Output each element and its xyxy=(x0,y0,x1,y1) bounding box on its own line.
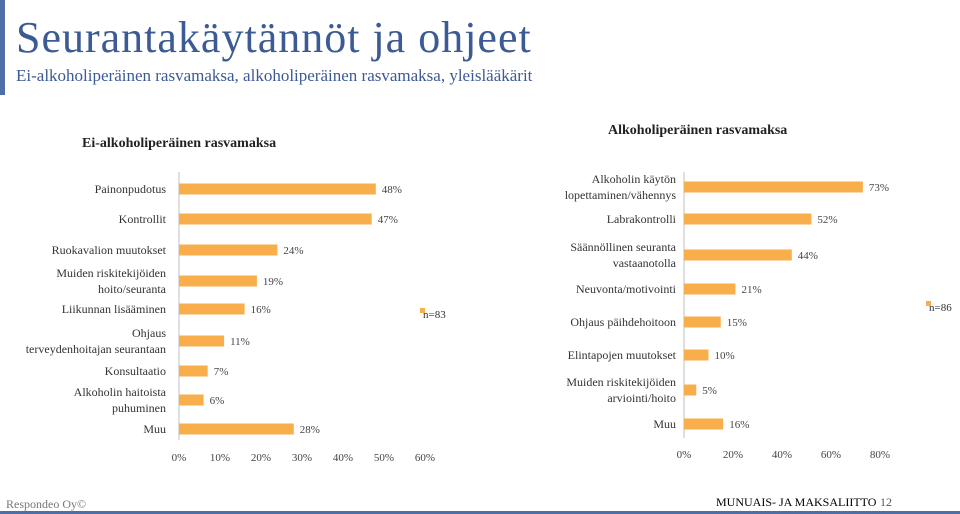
left-bar-4 xyxy=(179,275,257,287)
left-category-label-1: Painonpudotus xyxy=(95,182,167,196)
right-bar-4 xyxy=(684,283,736,295)
left-value-label-4: 19% xyxy=(263,276,283,288)
right-bar-1 xyxy=(684,181,863,193)
right-tick-label-5: 80% xyxy=(870,449,890,461)
right-bar-2 xyxy=(684,213,812,225)
page-title: Seurantakäytännöt ja ohjeet xyxy=(16,13,532,62)
left-bar-2 xyxy=(179,213,372,225)
left-annotation-marker xyxy=(420,308,425,313)
right-bar-7 xyxy=(684,384,697,396)
left-category-label-7: Konsultaatio xyxy=(105,364,166,378)
left-value-label-2: 47% xyxy=(378,214,398,226)
left-tick-label-3: 20% xyxy=(251,452,271,464)
right-category-label-1: Alkoholin käytön lopettaminen/vähennys xyxy=(565,172,677,202)
page-subtitle: Ei-alkoholiperäinen rasvamaksa, alkoholi… xyxy=(16,66,533,85)
left-value-label-7: 7% xyxy=(214,366,229,378)
left-tick-label-7: 60% xyxy=(415,452,435,464)
right-bar-8 xyxy=(684,418,724,430)
left-sample-size-annotation: n=83 xyxy=(423,309,446,321)
right-value-label-4: 21% xyxy=(741,284,761,296)
left-bar-5 xyxy=(179,303,245,315)
right-chart-title: Alkoholiperäinen rasvamaksa xyxy=(608,123,788,138)
right-tick-label-4: 60% xyxy=(821,449,841,461)
right-category-label-3: Säännöllinen seuranta vastaanotolla xyxy=(570,240,676,270)
right-tick-label-2: 20% xyxy=(723,449,743,461)
left-tick-label-2: 10% xyxy=(210,452,230,464)
left-bar-6 xyxy=(179,335,225,347)
right-value-label-7: 5% xyxy=(702,385,717,397)
left-category-label-2: Kontrollit xyxy=(119,212,167,226)
right-tick-label-3: 40% xyxy=(772,449,792,461)
right-category-label-2: Labrakontrolli xyxy=(607,212,677,226)
right-value-label-6: 10% xyxy=(715,350,735,362)
left-value-label-9: 28% xyxy=(300,424,320,436)
left-category-label-8: Alkoholin haitoista puhuminen xyxy=(74,385,167,415)
left-category-label-9: Muu xyxy=(143,422,166,436)
left-category-label-6: Ohjaus terveydenhoitajan seurantaan xyxy=(26,326,167,356)
right-value-label-3: 44% xyxy=(798,250,818,262)
left-value-label-1: 48% xyxy=(382,184,402,196)
right-category-label-4: Neuvonta/motivointi xyxy=(576,282,677,296)
left-bar-1 xyxy=(179,183,376,195)
left-value-label-8: 6% xyxy=(210,395,225,407)
right-value-label-5: 15% xyxy=(727,317,747,329)
right-value-label-8: 16% xyxy=(729,419,749,431)
left-bar-9 xyxy=(179,423,294,435)
left-chart-title: Ei-alkoholiperäinen rasvamaksa xyxy=(82,136,277,151)
left-category-label-5: Liikunnan lisääminen xyxy=(62,302,166,316)
left-category-label-3: Ruokavalion muutokset xyxy=(52,243,167,257)
right-value-label-1: 73% xyxy=(869,182,889,194)
footer-page-number: 12 xyxy=(880,495,892,509)
left-tick-label-6: 50% xyxy=(374,452,394,464)
left-tick-label-5: 40% xyxy=(333,452,353,464)
right-category-label-7: Muiden riskitekijöiden arviointi/hoito xyxy=(566,375,676,405)
left-bar-3 xyxy=(179,244,278,256)
right-bar-6 xyxy=(684,349,709,361)
right-bar-5 xyxy=(684,316,721,328)
footer-company: Respondeo Oy© xyxy=(6,497,87,511)
right-annotation-marker xyxy=(926,301,931,306)
right-category-label-5: Ohjaus päihdehoitoon xyxy=(570,315,676,329)
footer-org: MUNUAIS- JA MAKSALIITTO xyxy=(716,495,877,509)
left-tick-label-4: 30% xyxy=(292,452,312,464)
right-value-label-2: 52% xyxy=(817,214,837,226)
right-sample-size-annotation: n=86 xyxy=(929,302,952,314)
title-accent-bar xyxy=(0,0,5,95)
right-tick-label-1: 0% xyxy=(677,449,692,461)
left-value-label-5: 16% xyxy=(251,304,271,316)
left-value-label-6: 11% xyxy=(230,336,250,348)
left-tick-label-1: 0% xyxy=(172,452,187,464)
left-value-label-3: 24% xyxy=(283,245,303,257)
left-bar-8 xyxy=(179,394,204,406)
left-bar-7 xyxy=(179,365,208,377)
right-category-label-8: Muu xyxy=(653,417,676,431)
right-category-label-6: Elintapojen muutokset xyxy=(568,348,677,362)
left-category-label-4: Muiden riskitekijöiden hoito/seuranta xyxy=(56,266,166,296)
footer-divider xyxy=(0,511,960,514)
right-bar-3 xyxy=(684,249,792,261)
